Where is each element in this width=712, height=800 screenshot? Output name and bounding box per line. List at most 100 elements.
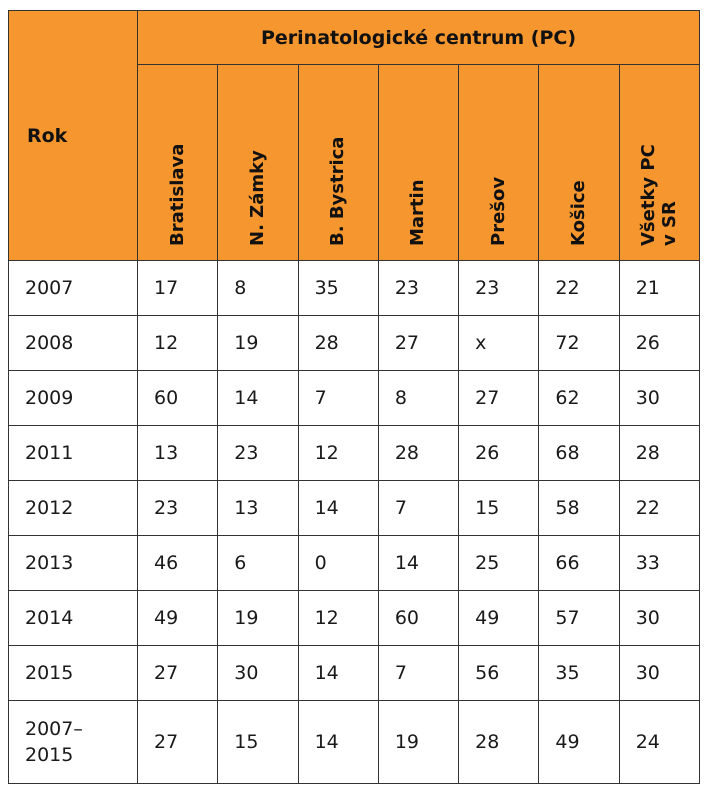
- cell-n-zamky: 8: [217, 260, 299, 316]
- row-year-cell: 2007– 2015: [8, 700, 138, 784]
- column-header-label: Martin: [407, 179, 429, 246]
- cell-vsetky-pc: 24: [618, 700, 701, 784]
- table-row: 2011 13 23 12 28 26 68 28: [8, 425, 701, 481]
- cell-vsetky-pc: 26: [618, 315, 701, 371]
- cell-kosice: 68: [538, 425, 620, 481]
- cell-presov: 49: [458, 590, 540, 646]
- column-header-n-zamky: N. Zámky: [217, 64, 299, 261]
- cell-kosice: 57: [538, 590, 620, 646]
- column-header-kosice: Košice: [538, 64, 620, 261]
- cell-martin: 28: [377, 425, 460, 481]
- column-header-b-bystrica: B. Bystrica: [297, 64, 379, 261]
- cell-vsetky-pc: 30: [618, 590, 701, 646]
- group-header: Perinatologické centrum (PC): [137, 10, 700, 65]
- cell-presov: x: [458, 315, 540, 371]
- column-header-label: Košice: [568, 180, 590, 246]
- row-year-cell: 2012: [8, 480, 138, 536]
- cell-bratislava: 23: [136, 480, 219, 536]
- table-row: 2015 27 30 14 7 56 35 30: [8, 645, 701, 701]
- cell-b-bystrica: 28: [297, 315, 379, 371]
- column-header-label: N. Zámky: [246, 150, 268, 246]
- table-row: 2013 46 6 0 14 25 66 33: [8, 535, 701, 591]
- cell-vsetky-pc: 30: [618, 645, 701, 701]
- year-column-header: Rok: [8, 10, 138, 261]
- cell-martin: 7: [377, 645, 460, 701]
- cell-presov: 15: [458, 480, 540, 536]
- cell-n-zamky: 19: [217, 315, 299, 371]
- cell-n-zamky: 30: [217, 645, 299, 701]
- row-year-cell: 2007: [8, 260, 138, 316]
- column-header-label: Bratislava: [166, 143, 188, 246]
- table-row: 2014 49 19 12 60 49 57 30: [8, 590, 701, 646]
- table-row: 2009 60 14 7 8 27 62 30: [8, 370, 701, 426]
- cell-b-bystrica: 35: [297, 260, 379, 316]
- cell-vsetky-pc: 22: [618, 480, 701, 536]
- cell-kosice: 72: [538, 315, 620, 371]
- table-row: 2012 23 13 14 7 15 58 22: [8, 480, 701, 536]
- perinatal-table: Rok Perinatologické centrum (PC) Bratisl…: [8, 10, 701, 784]
- row-year-cell: 2014: [8, 590, 138, 646]
- row-year-cell: 2011: [8, 425, 138, 481]
- cell-presov: 23: [458, 260, 540, 316]
- cell-bratislava: 12: [136, 315, 219, 371]
- cell-bratislava: 49: [136, 590, 219, 646]
- row-year-cell: 2013: [8, 535, 138, 591]
- cell-n-zamky: 6: [217, 535, 299, 591]
- column-header-label: Všetky PC v SR: [638, 144, 681, 246]
- cell-martin: 8: [377, 370, 460, 426]
- cell-bratislava: 13: [136, 425, 219, 481]
- cell-presov: 27: [458, 370, 540, 426]
- row-year-cell: 2015: [8, 645, 138, 701]
- cell-b-bystrica: 12: [297, 590, 379, 646]
- column-header-martin: Martin: [377, 64, 460, 261]
- column-header-bratislava: Bratislava: [136, 64, 219, 261]
- row-year-cell: 2009: [8, 370, 138, 426]
- cell-b-bystrica: 0: [297, 535, 379, 591]
- column-header-label: B. Bystrica: [327, 136, 349, 246]
- cell-martin: 27: [377, 315, 460, 371]
- cell-n-zamky: 13: [217, 480, 299, 536]
- cell-presov: 26: [458, 425, 540, 481]
- table-body: 2007 17 8 35 23 23 22 21 2008 12 19 28 27 x 72 26 2009 60…: [8, 260, 701, 784]
- column-header-vsetky-pc: Všetky PC v SR: [618, 64, 701, 261]
- cell-b-bystrica: 12: [297, 425, 379, 481]
- cell-presov: 25: [458, 535, 540, 591]
- cell-martin: 60: [377, 590, 460, 646]
- cell-vsetky-pc: 21: [618, 260, 701, 316]
- cell-kosice: 49: [538, 700, 620, 784]
- cell-bratislava: 27: [136, 645, 219, 701]
- cell-kosice: 22: [538, 260, 620, 316]
- cell-bratislava: 46: [136, 535, 219, 591]
- cell-vsetky-pc: 28: [618, 425, 701, 481]
- column-header-row: Bratislava N. Zámky B. Bystrica Martin Prešo…: [9, 64, 701, 261]
- table-row: 2007 17 8 35 23 23 22 21: [8, 260, 701, 316]
- cell-martin: 19: [377, 700, 460, 784]
- table-row: 2008 12 19 28 27 x 72 26: [8, 315, 701, 371]
- cell-bratislava: 17: [136, 260, 219, 316]
- cell-martin: 7: [377, 480, 460, 536]
- cell-kosice: 62: [538, 370, 620, 426]
- cell-presov: 28: [458, 700, 540, 784]
- cell-b-bystrica: 7: [297, 370, 379, 426]
- cell-b-bystrica: 14: [297, 645, 379, 701]
- row-year-cell: 2008: [8, 315, 138, 371]
- cell-n-zamky: 19: [217, 590, 299, 646]
- table-row: 2007– 2015 27 15 14 19 28 49 24: [8, 700, 701, 784]
- cell-kosice: 58: [538, 480, 620, 536]
- cell-bratislava: 60: [136, 370, 219, 426]
- cell-n-zamky: 15: [217, 700, 299, 784]
- cell-martin: 14: [377, 535, 460, 591]
- cell-n-zamky: 14: [217, 370, 299, 426]
- cell-vsetky-pc: 33: [618, 535, 701, 591]
- column-header-label: Prešov: [487, 176, 509, 246]
- cell-n-zamky: 23: [217, 425, 299, 481]
- cell-bratislava: 27: [136, 700, 219, 784]
- cell-b-bystrica: 14: [297, 700, 379, 784]
- cell-kosice: 35: [538, 645, 620, 701]
- column-header-presov: Prešov: [458, 64, 540, 261]
- cell-b-bystrica: 14: [297, 480, 379, 536]
- cell-martin: 23: [377, 260, 460, 316]
- cell-kosice: 66: [538, 535, 620, 591]
- cell-presov: 56: [458, 645, 540, 701]
- cell-vsetky-pc: 30: [618, 370, 701, 426]
